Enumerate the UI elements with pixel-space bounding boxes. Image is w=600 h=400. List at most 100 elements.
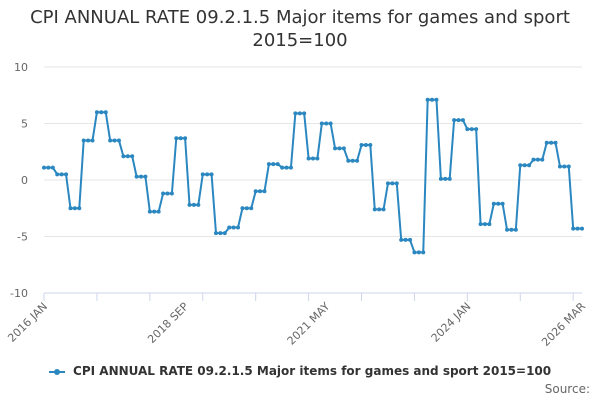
data-point[interactable]	[86, 138, 91, 143]
legend[interactable]: CPI ANNUAL RATE 09.2.1.5 Major items for…	[0, 364, 600, 378]
data-point[interactable]	[438, 176, 443, 181]
data-point[interactable]	[94, 110, 99, 115]
data-point[interactable]	[306, 156, 311, 161]
data-point[interactable]	[385, 181, 390, 186]
data-point[interactable]	[372, 207, 377, 212]
data-point[interactable]	[244, 206, 249, 211]
data-point[interactable]	[452, 118, 457, 123]
data-point[interactable]	[544, 140, 549, 145]
data-point[interactable]	[412, 250, 417, 255]
data-point[interactable]	[284, 165, 289, 170]
data-point[interactable]	[562, 164, 567, 169]
data-point[interactable]	[341, 146, 346, 151]
data-point[interactable]	[337, 146, 342, 151]
data-point[interactable]	[518, 163, 523, 168]
data-point[interactable]	[575, 226, 580, 231]
data-point[interactable]	[178, 136, 183, 141]
data-point[interactable]	[266, 162, 271, 167]
data-point[interactable]	[50, 165, 55, 170]
data-point[interactable]	[218, 231, 223, 236]
data-point[interactable]	[513, 227, 518, 232]
data-point[interactable]	[350, 158, 355, 163]
data-point[interactable]	[112, 138, 117, 143]
data-point[interactable]	[64, 172, 69, 177]
data-point[interactable]	[205, 172, 210, 177]
data-point[interactable]	[143, 174, 148, 179]
data-point[interactable]	[580, 226, 584, 231]
data-point[interactable]	[125, 154, 130, 159]
data-point[interactable]	[293, 111, 298, 116]
data-point[interactable]	[46, 165, 51, 170]
data-point[interactable]	[421, 250, 426, 255]
data-point[interactable]	[200, 172, 205, 177]
data-point[interactable]	[302, 111, 307, 116]
data-point[interactable]	[59, 172, 64, 177]
data-point[interactable]	[315, 156, 320, 161]
data-point[interactable]	[333, 146, 338, 151]
data-point[interactable]	[81, 138, 86, 143]
data-point[interactable]	[549, 140, 554, 145]
data-point[interactable]	[183, 136, 188, 141]
data-point[interactable]	[222, 231, 227, 236]
data-point[interactable]	[311, 156, 315, 161]
data-point[interactable]	[571, 226, 576, 231]
data-point[interactable]	[90, 138, 95, 143]
data-point[interactable]	[531, 157, 536, 162]
data-point[interactable]	[99, 110, 104, 115]
data-point[interactable]	[231, 225, 236, 230]
data-point[interactable]	[161, 191, 166, 196]
data-point[interactable]	[165, 191, 170, 196]
data-point[interactable]	[130, 154, 135, 159]
data-point[interactable]	[509, 227, 514, 232]
data-point[interactable]	[430, 97, 435, 102]
data-point[interactable]	[262, 189, 267, 194]
data-point[interactable]	[249, 206, 254, 211]
data-point[interactable]	[68, 206, 73, 211]
data-point[interactable]	[487, 222, 492, 227]
data-point[interactable]	[540, 157, 545, 162]
data-point[interactable]	[535, 157, 540, 162]
data-point[interactable]	[187, 202, 192, 207]
data-point[interactable]	[346, 158, 351, 163]
data-point[interactable]	[443, 176, 448, 181]
data-point[interactable]	[253, 189, 258, 194]
data-point[interactable]	[134, 174, 139, 179]
data-point[interactable]	[297, 111, 302, 116]
data-point[interactable]	[469, 127, 474, 132]
data-point[interactable]	[77, 206, 82, 211]
data-point[interactable]	[288, 165, 293, 170]
data-point[interactable]	[416, 250, 421, 255]
data-point[interactable]	[377, 207, 382, 212]
data-point[interactable]	[566, 164, 571, 169]
data-point[interactable]	[394, 181, 399, 186]
data-point[interactable]	[147, 209, 152, 214]
data-point[interactable]	[42, 165, 46, 170]
data-point[interactable]	[456, 118, 461, 123]
data-point[interactable]	[408, 237, 413, 242]
data-point[interactable]	[213, 231, 218, 236]
data-point[interactable]	[258, 189, 263, 194]
data-point[interactable]	[121, 154, 126, 159]
data-point[interactable]	[478, 222, 483, 227]
data-point[interactable]	[328, 121, 333, 126]
data-point[interactable]	[500, 201, 505, 206]
data-point[interactable]	[465, 127, 470, 132]
data-point[interactable]	[72, 206, 77, 211]
data-point[interactable]	[209, 172, 214, 177]
data-point[interactable]	[527, 163, 532, 168]
data-point[interactable]	[447, 176, 452, 181]
data-point[interactable]	[156, 209, 161, 214]
data-point[interactable]	[399, 237, 404, 242]
data-point[interactable]	[482, 222, 487, 227]
data-point[interactable]	[236, 225, 241, 230]
data-point[interactable]	[169, 191, 174, 196]
data-point[interactable]	[403, 237, 408, 242]
data-point[interactable]	[139, 174, 144, 179]
data-point[interactable]	[390, 181, 395, 186]
data-point[interactable]	[275, 162, 280, 167]
data-point[interactable]	[108, 138, 113, 143]
data-point[interactable]	[505, 227, 510, 232]
data-point[interactable]	[363, 142, 368, 147]
data-point[interactable]	[240, 206, 245, 211]
data-point[interactable]	[522, 163, 527, 168]
